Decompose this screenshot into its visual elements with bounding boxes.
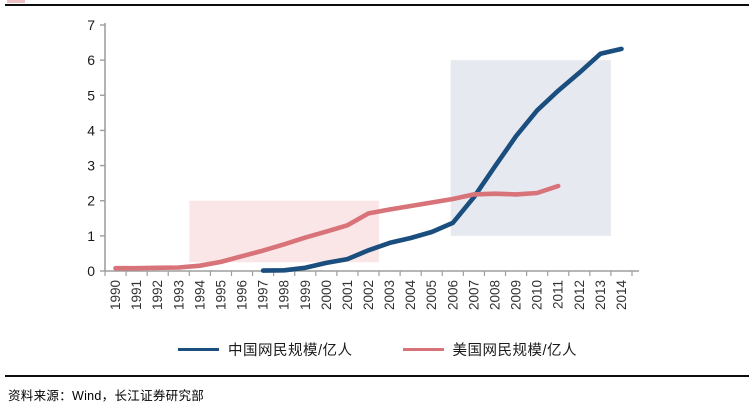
legend-line-china: [177, 347, 219, 351]
x-tick-label: 1997: [256, 280, 271, 310]
x-tick-label: 1992: [150, 280, 165, 310]
legend-line-us: [402, 347, 444, 351]
legend-label-china: 中国网民规模/亿人: [227, 342, 353, 359]
x-tick-label: 1998: [277, 280, 292, 310]
x-tick-label: 1999: [298, 280, 313, 310]
top-rule: [5, 4, 749, 6]
x-tick-label: 2007: [466, 280, 481, 310]
annotation-rect-1: [450, 60, 611, 236]
x-tick-label: 1993: [171, 280, 186, 310]
x-tick-label: 1995: [213, 280, 228, 310]
x-tick-label: 1991: [129, 280, 144, 310]
x-tick-label: 2008: [487, 280, 502, 310]
chart-canvas: 0 1 2 3 4 5 6 7 1990 1991 1992 1993 1994 1995 1996 1997…: [87, 17, 639, 311]
legend-item-us: 美国网民规模/亿人: [402, 339, 578, 360]
bottom-rule: [5, 375, 749, 377]
y-tick-label: 4: [87, 122, 95, 138]
series-line-0: [260, 46, 624, 273]
source-line: 资料来源：Wind，长江证券研究部: [8, 389, 205, 403]
report-accent-mark: [7, 0, 25, 3]
x-tick-label: 2004: [403, 280, 418, 311]
x-tick-label: 2010: [530, 280, 545, 310]
x-tick-label: 1994: [192, 280, 207, 311]
chart-legend: 中国网民规模/亿人 美国网民规模/亿人: [0, 337, 755, 361]
annotation-rect-0: [189, 200, 380, 263]
x-tick-label: 2014: [614, 280, 629, 311]
series-line-1: [113, 183, 561, 271]
x-tick-label: 1990: [108, 280, 123, 310]
legend-item-china: 中国网民规模/亿人: [177, 339, 353, 360]
x-tick-label: 2012: [572, 280, 587, 310]
x-tick-label: 2011: [551, 280, 566, 309]
y-tick-label: 6: [87, 52, 95, 68]
x-tick-label: 2006: [445, 280, 460, 310]
y-tick-label: 1: [87, 228, 95, 244]
x-tick-label: 2001: [340, 280, 355, 310]
y-tick-label: 0: [87, 263, 95, 279]
y-tick-label: 2: [87, 193, 95, 209]
y-tick-label: 7: [87, 17, 95, 33]
x-tick-label: 2002: [361, 280, 376, 310]
x-tick-label: 2003: [382, 280, 397, 310]
x-tick-label: 2009: [509, 280, 524, 310]
y-tick-label: 3: [87, 158, 95, 174]
x-tick-label: 2000: [319, 280, 334, 310]
y-tick-label: 5: [87, 87, 95, 103]
x-tick-label: 2005: [424, 280, 439, 310]
legend-label-us: 美国网民规模/亿人: [452, 342, 578, 359]
x-tick-label: 1996: [235, 280, 250, 310]
x-tick-label: 2013: [593, 280, 608, 310]
